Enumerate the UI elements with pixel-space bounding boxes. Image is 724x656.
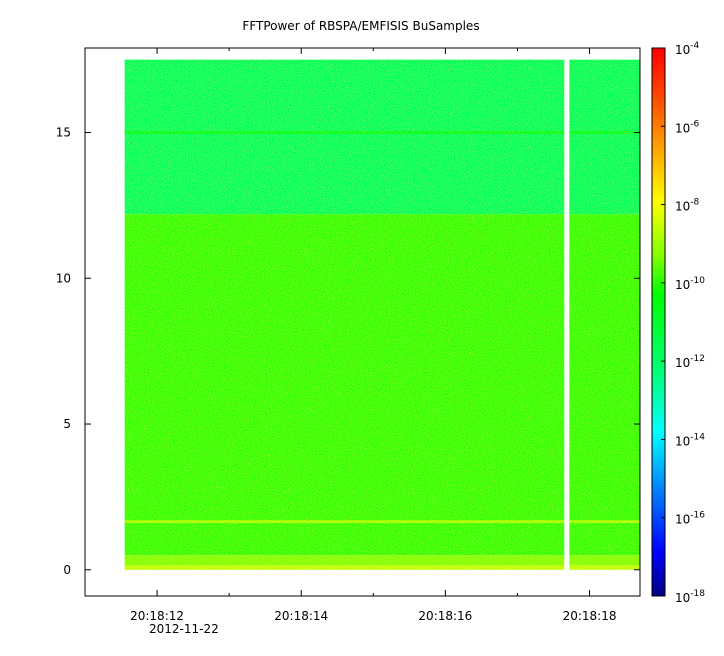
colorbar-tick-label: 10-10: [675, 276, 705, 292]
colorbar: 10-4 10-6 10-8 10-10 10-12 10-14 10-16 10-18: [651, 41, 705, 605]
colorbar-border: [651, 47, 666, 597]
colorbar-gradient: [652, 48, 665, 596]
y-tick-label: 15: [56, 126, 71, 140]
colorbar-tick-label: 10-14: [675, 432, 705, 448]
y-tick-label: 0: [63, 563, 71, 577]
y-tick-label: 5: [63, 417, 71, 431]
colorbar-tick-label: 10-6: [675, 119, 700, 135]
colorbar-ticks: 10-4 10-6 10-8 10-10 10-12 10-14 10-16 10-18: [661, 41, 705, 605]
y-tick-label: 10: [56, 271, 71, 285]
data-gap: [564, 58, 570, 571]
x-date-label: 2012-11-22: [149, 622, 219, 636]
colorbar-tick-label: 10-18: [675, 589, 705, 605]
y-axis: 0 5 10 15: [56, 126, 640, 577]
x-tick-label: 20:18:14: [274, 609, 328, 623]
plot-border: [84, 47, 641, 597]
x-tick-label: 20:18:12: [130, 609, 184, 623]
colorbar-tick-label: 10-8: [675, 198, 700, 214]
colorbar-tick-label: 10-4: [675, 41, 700, 57]
x-tick-label: 20:18:16: [418, 609, 472, 623]
colorbar-tick-label: 10-12: [675, 354, 705, 370]
spectrogram-noise-texture: [124, 59, 640, 570]
x-axis: 20:18:12 20:18:14 20:18:16 20:18:18: [84, 48, 617, 623]
chart-title: FFTPower of RBSPA/EMFISIS BuSamples: [242, 19, 479, 33]
plot-area: [84, 47, 641, 597]
colorbar-tick-label: 10-16: [675, 511, 705, 527]
x-tick-label: 20:18:18: [563, 609, 617, 623]
